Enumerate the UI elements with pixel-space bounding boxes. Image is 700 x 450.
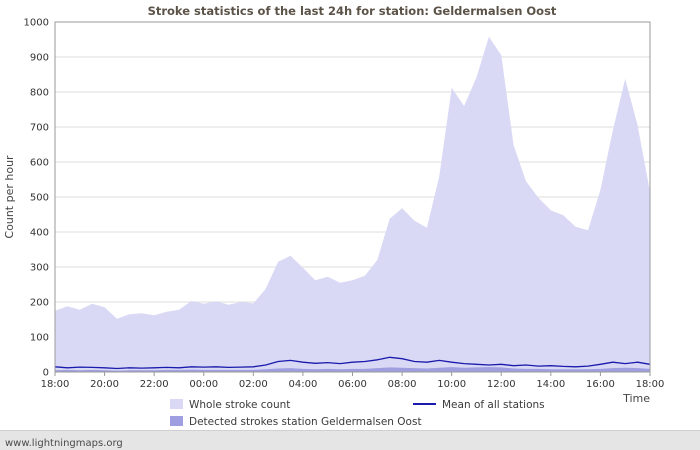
- x-tick-label: 20:00: [90, 379, 119, 390]
- x-tick-label: 12:00: [487, 379, 516, 390]
- y-tick-label: 800: [30, 88, 49, 99]
- legend-swatch-detected-strokes: [170, 416, 183, 426]
- x-tick-label: 08:00: [388, 379, 417, 390]
- y-tick-label: 1000: [24, 18, 49, 29]
- x-tick-label: 18:00: [41, 379, 70, 390]
- y-tick-label: 300: [30, 263, 49, 274]
- line-series-mean-of-all-stations: [54, 356, 651, 370]
- legend-label-detected-strokes: Detected strokes station Geldermalsen Oo…: [189, 416, 422, 428]
- y-tick-label: 600: [30, 158, 49, 169]
- x-tick-label: 02:00: [239, 379, 268, 390]
- x-tick-label: 18:00: [636, 379, 665, 390]
- footer-bar: www.lightningmaps.org: [0, 430, 700, 450]
- x-tick-label: 06:00: [338, 379, 367, 390]
- y-tick-label: 500: [30, 193, 49, 204]
- y-axis-label: Count per hour: [3, 155, 16, 239]
- y-tick-label: 400: [30, 228, 49, 239]
- x-tick-label: 16:00: [586, 379, 615, 390]
- x-tick-label: 00:00: [189, 379, 218, 390]
- x-axis-label: Time: [622, 392, 650, 405]
- x-tick-label: 22:00: [140, 379, 169, 390]
- y-tick-label: 0: [43, 368, 49, 379]
- stroke-statistics-chart: 0 100 200 300 400 500 600 700 800 900 1000 18:00 20:…: [3, 4, 665, 428]
- legend-label-whole-stroke-count: Whole stroke count: [189, 399, 290, 411]
- y-tick-label: 100: [30, 333, 49, 344]
- watermark-text: www.lightningmaps.org: [5, 438, 123, 449]
- chart-title: Stroke statistics of the last 24h for st…: [148, 4, 557, 18]
- area-series-whole-stroke-count: [55, 36, 650, 372]
- legend: Whole stroke count Mean of all stations …: [170, 399, 545, 428]
- area-series-detected-strokes-station-geldermalsen-oost: [55, 367, 650, 372]
- y-tick-label: 700: [30, 123, 49, 134]
- x-tick-label: 14:00: [536, 379, 565, 390]
- y-tick-label: 900: [30, 53, 49, 64]
- legend-swatch-whole-stroke-count: [170, 399, 183, 409]
- legend-label-mean-of-all-stations: Mean of all stations: [442, 399, 545, 411]
- plot-area: 0 100 200 300 400 500 600 700 800 900 1000 18:00 20:…: [24, 18, 665, 391]
- x-tick-label: 10:00: [437, 379, 466, 390]
- x-tick-label: 04:00: [289, 379, 318, 390]
- y-tick-label: 200: [30, 298, 49, 309]
